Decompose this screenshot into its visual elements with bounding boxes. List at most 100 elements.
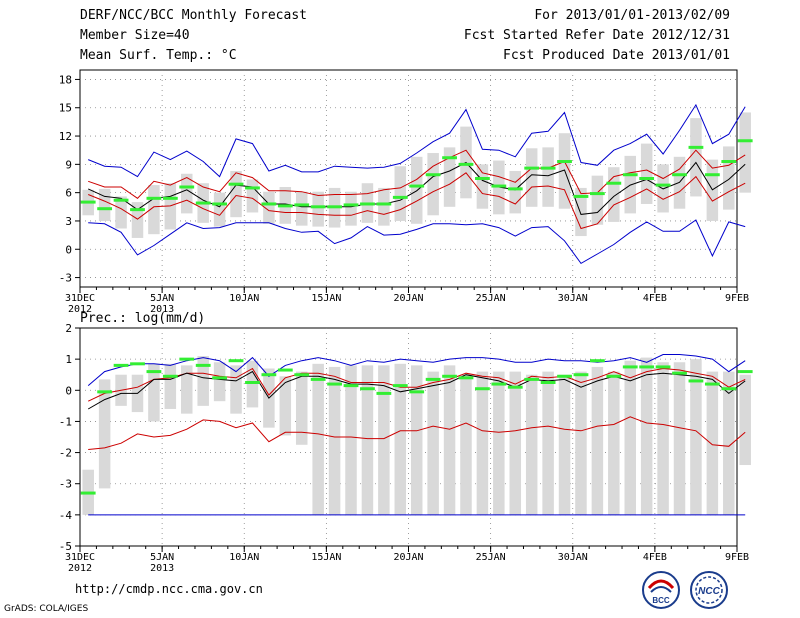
prec-observed-marker xyxy=(97,390,113,394)
temp-x-tick-label: 31DEC xyxy=(65,293,95,304)
prec-observed-marker xyxy=(376,391,392,395)
temp-observed-marker xyxy=(475,177,490,180)
temp-upper-line xyxy=(88,149,746,199)
prec-observed-marker xyxy=(294,373,310,377)
temp-x-tick-label: 30JAN xyxy=(558,293,588,304)
prec-observed-marker xyxy=(606,374,622,378)
prec-observed-marker xyxy=(491,382,507,386)
temp-observed-marker xyxy=(688,145,704,149)
prec-observed-marker xyxy=(737,370,753,374)
temp-observed-marker xyxy=(672,173,687,177)
temp-observed-marker xyxy=(327,205,342,209)
prec-x-tick-label: 5JAN xyxy=(150,552,174,563)
prec-y-tick-label: -3 xyxy=(59,478,72,491)
temp-ensemble-box xyxy=(181,173,193,214)
prec-observed-marker xyxy=(80,491,96,495)
prec-ensemble-box xyxy=(476,371,489,515)
prec-y-tick-label: 1 xyxy=(65,353,72,366)
temp-x-tick-label: 25JAN xyxy=(476,293,506,304)
temp-observed-marker xyxy=(721,160,737,164)
temp-ensemble-box xyxy=(591,175,604,225)
prec-upper-line xyxy=(87,367,746,402)
prec-ensemble-box xyxy=(164,363,177,409)
temp-observed-marker xyxy=(179,185,195,189)
forecast-started: Fcst Started Refer Date 2012/12/31 xyxy=(463,28,730,43)
prec-y-tick-label: 0 xyxy=(65,384,72,397)
temp-observed-marker xyxy=(458,162,474,166)
prec-observed-marker xyxy=(589,359,605,363)
prec-x-tick-label: 25JAN xyxy=(476,552,506,563)
prec-x-tick-label: 31DEC xyxy=(65,552,95,563)
temp-y-tick-label: 3 xyxy=(65,215,72,228)
temp-observed-marker xyxy=(343,203,359,207)
temp-y-tick-label: 15 xyxy=(59,102,72,115)
temp-ensemble-box xyxy=(394,166,407,221)
temp-x-tick-year: 2012 xyxy=(68,304,92,315)
prec-ensemble-box xyxy=(509,371,522,515)
prec-observed-marker xyxy=(458,376,474,380)
temp-observed-marker xyxy=(491,184,507,188)
prec-ensemble-box xyxy=(640,357,653,515)
prec-ensemble-box xyxy=(410,365,423,515)
temp-observed-marker xyxy=(704,173,720,177)
bcc-logo: BCC xyxy=(642,571,680,609)
prec-observed-marker xyxy=(524,377,540,381)
temp-observed-marker xyxy=(622,173,638,177)
prec-x-tick-year: 2012 xyxy=(68,563,92,574)
temp-observed-marker xyxy=(277,204,293,208)
temp-ensemble-box xyxy=(608,167,620,222)
prec-observed-marker xyxy=(162,374,178,378)
prec-ensemble-box xyxy=(181,365,193,414)
prec-x-tick-label: 15JAN xyxy=(311,552,341,563)
website-url[interactable]: http://cmdp.ncc.cma.gov.cn xyxy=(75,582,263,596)
temp-observed-marker xyxy=(245,186,260,190)
temp-ensemble-box xyxy=(723,146,735,210)
prec-ensemble-box xyxy=(575,371,587,515)
prec-observed-marker xyxy=(392,384,408,388)
prec-ensemble-box xyxy=(591,366,604,515)
prec-observed-marker xyxy=(688,379,704,383)
temp-ensemble-box xyxy=(476,164,489,209)
temp-observed-marker xyxy=(540,166,556,170)
prec-ensemble-box xyxy=(230,365,242,414)
prec-y-tick-label: -5 xyxy=(59,540,72,553)
prec-observed-marker xyxy=(507,385,523,389)
prec-observed-marker xyxy=(672,371,687,375)
temp-ensemble-box xyxy=(345,191,357,226)
svg-text:NCC: NCC xyxy=(698,586,720,597)
prec-ensemble-box xyxy=(345,365,357,515)
prec-observed-marker xyxy=(409,390,425,394)
precip-title: Prec.: log(mm/d) xyxy=(80,311,205,326)
prec-x-tick-label: 10JAN xyxy=(229,552,259,563)
prec-observed-marker xyxy=(721,387,737,391)
temp-y-tick-label: 9 xyxy=(65,158,72,171)
prec-x-tick-label: 4FEB xyxy=(643,552,667,563)
prec-ensemble-box xyxy=(328,366,341,515)
temp-observed-marker xyxy=(310,205,326,209)
prec-observed-marker xyxy=(360,387,375,391)
temp-ensemble-box xyxy=(690,118,702,197)
temp-observed-marker xyxy=(130,208,145,212)
prec-ensemble-box xyxy=(361,365,374,515)
prec-observed-marker xyxy=(277,368,293,372)
chart-title: DERF/NCC/BCC Monthly Forecast xyxy=(80,8,307,23)
prec-y-tick-label: -1 xyxy=(59,415,72,428)
prec-observed-marker xyxy=(245,381,260,384)
prec-observed-marker xyxy=(310,377,326,381)
prec-observed-marker xyxy=(261,373,277,377)
temp-observed-marker xyxy=(606,181,622,185)
prec-observed-marker xyxy=(442,374,457,378)
prec-ensemble-box xyxy=(213,362,226,402)
prec-y-tick-label: -4 xyxy=(59,509,73,522)
prec-ensemble-box xyxy=(98,379,111,489)
prec-observed-marker xyxy=(655,365,671,369)
temp-observed-marker xyxy=(212,202,228,206)
prec-observed-marker xyxy=(195,363,211,367)
prec-ensemble-box xyxy=(493,371,505,515)
temp-observed-marker xyxy=(425,173,441,177)
temp-y-tick-label: -3 xyxy=(59,272,72,285)
temp-observed-marker xyxy=(573,194,589,198)
prec-ensemble-box xyxy=(246,360,259,408)
temp-max-line xyxy=(88,103,746,178)
forecast-produced: Fcst Produced Date 2013/01/01 xyxy=(503,48,730,63)
